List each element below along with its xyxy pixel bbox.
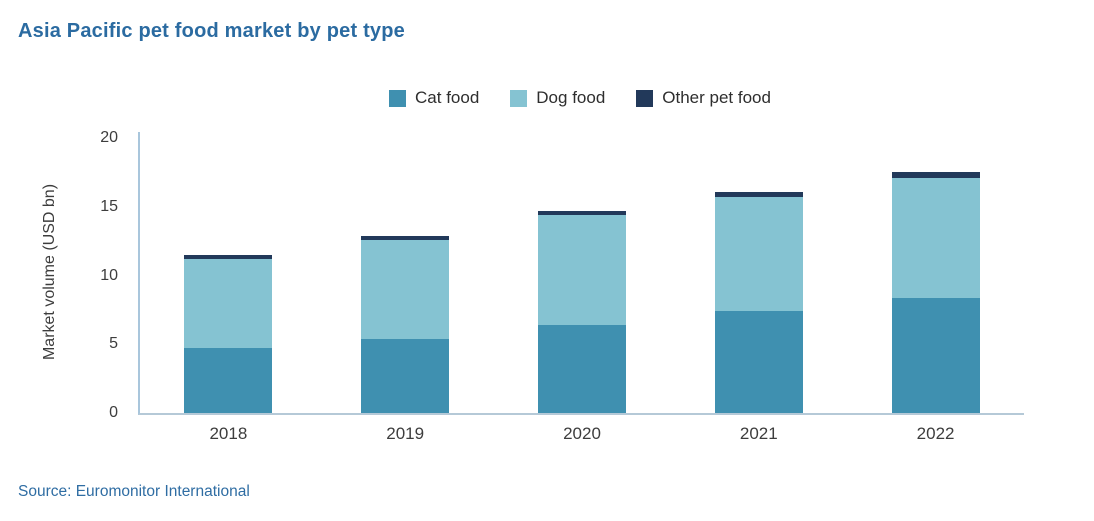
legend-item-cat-food: Cat food bbox=[389, 88, 479, 108]
plot-area: 2018 2019 2020 2021 2022 bbox=[138, 132, 1024, 443]
y-axis-tick-label-5: 5 bbox=[109, 335, 118, 353]
bar-segment-cat-food-2019 bbox=[361, 338, 450, 413]
legend-swatch-cat-food bbox=[389, 89, 407, 107]
bar-segment-dog-food-2019 bbox=[361, 239, 450, 339]
legend-label-dog-food: Dog food bbox=[536, 88, 606, 107]
y-axis-tick-label-0: 0 bbox=[109, 404, 118, 421]
y-axis-tick-label-20: 20 bbox=[100, 129, 118, 146]
x-axis-label-2020: 2020 bbox=[563, 424, 601, 443]
legend-item-other-pet-food: Other pet food bbox=[636, 88, 771, 108]
bar-segment-cat-food-2020 bbox=[538, 325, 626, 413]
bar-segment-other-pet-food-2020 bbox=[538, 210, 626, 215]
bar-segment-cat-food-2018 bbox=[184, 348, 273, 413]
bar-segment-cat-food-2022 bbox=[891, 297, 980, 413]
x-axis-label-2022: 2022 bbox=[916, 424, 955, 443]
x-axis-label-2021: 2021 bbox=[739, 424, 778, 443]
y-axis-tick-label-15: 15 bbox=[100, 197, 118, 215]
legend: Cat food Dog food Other pet food bbox=[138, 88, 1022, 108]
bar-segment-dog-food-2021 bbox=[714, 197, 803, 312]
chart-title: Asia Pacific pet food market by pet type bbox=[18, 20, 405, 42]
legend-label-cat-food: Cat food bbox=[415, 88, 480, 107]
legend-swatch-other-pet-food bbox=[636, 89, 654, 107]
bar-segment-other-pet-food-2018 bbox=[184, 254, 273, 259]
y-axis-tick-label-10: 10 bbox=[100, 266, 118, 284]
legend-swatch-dog-food bbox=[510, 89, 528, 107]
bar-segment-dog-food-2022 bbox=[891, 177, 980, 298]
x-axis-label-2019: 2019 bbox=[386, 424, 425, 443]
bar-segment-other-pet-food-2022 bbox=[891, 172, 980, 178]
y-axis-title: Market volume (USD bn) bbox=[41, 183, 58, 361]
source-text: Source: Euromonitor International bbox=[18, 483, 250, 500]
legend-item-dog-food: Dog food bbox=[510, 88, 605, 108]
bar-segment-other-pet-food-2019 bbox=[361, 235, 450, 240]
bar-segment-cat-food-2021 bbox=[714, 311, 803, 413]
y-axis-ticks: 0 5 10 15 20 bbox=[90, 129, 128, 421]
bar-segment-dog-food-2018 bbox=[184, 259, 273, 349]
legend-label-other-pet-food: Other pet food bbox=[662, 88, 771, 107]
bar-segment-dog-food-2020 bbox=[538, 215, 626, 325]
x-axis-label-2018: 2018 bbox=[209, 424, 248, 443]
bar-segment-other-pet-food-2021 bbox=[714, 191, 803, 198]
